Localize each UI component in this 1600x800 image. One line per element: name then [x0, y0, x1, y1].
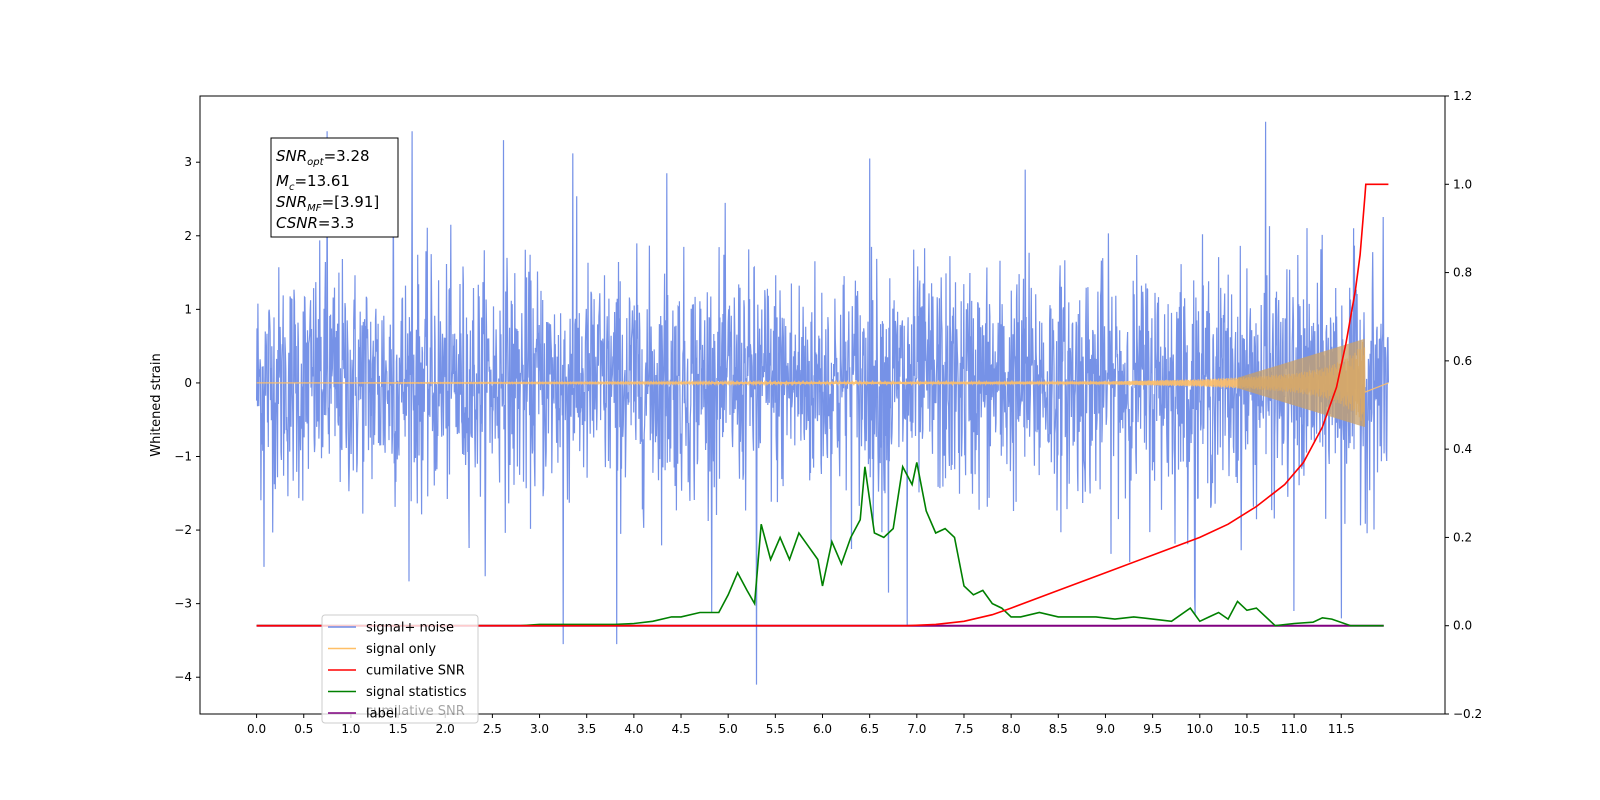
svg-text:SNRMF=[3.91]: SNRMF=[3.91]: [276, 193, 379, 214]
y-right-tick-label: 0.0: [1453, 619, 1472, 633]
x-tick-label: 11.0: [1281, 722, 1308, 736]
y-axis-right: 1.2 1.0 0.8 0.6 0.4 0.2 0.0 −0.2: [1445, 89, 1482, 721]
legend-frame: [321, 614, 479, 724]
x-tick-label: 3.0: [530, 722, 549, 736]
legend-entry-label: signal only: [366, 642, 436, 657]
legend: cumilative SNR signal+ noise signal only cu…: [321, 614, 479, 724]
x-axis: 0.0 0.5 1.0 1.5 2.0 2.5 3.0 3.5 4.0 4.5 5.0 5.5 6.0 6…: [247, 714, 1355, 736]
y-right-tick-label: 1.2: [1453, 89, 1472, 103]
y-left-tick-label: −3: [174, 597, 192, 611]
legend-entry-label: label: [366, 707, 397, 722]
y-right-tick-label: 0.4: [1453, 442, 1472, 456]
y-right-tick-label: 0.8: [1453, 266, 1472, 280]
x-tick-label: 2.5: [483, 722, 502, 736]
x-tick-label: 8.0: [1002, 722, 1021, 736]
x-tick-label: 5.0: [719, 722, 738, 736]
annotation-csnr: =3.3: [318, 214, 354, 232]
svg-text:SNRopt=3.28: SNRopt=3.28: [276, 147, 370, 168]
series-signal-only: [256, 341, 1389, 426]
y-axis-label: Whitened strain: [149, 353, 164, 456]
x-tick-label: 6.0: [813, 722, 832, 736]
annotation-snr-mf: =[3.91]: [322, 193, 380, 211]
series-signal-plus-noise: [256, 121, 1390, 685]
svg-text:CSNR=3.3: CSNR=3.3: [276, 214, 354, 232]
x-tick-label: 10.5: [1234, 722, 1261, 736]
series-cumulative-snr: [256, 183, 1389, 627]
x-tick-label: 0.0: [247, 722, 266, 736]
y-left-tick-label: −2: [174, 523, 192, 537]
x-tick-label: 2.0: [436, 722, 455, 736]
y-left-tick-label: −1: [174, 450, 192, 464]
x-tick-label: 11.5: [1328, 722, 1355, 736]
x-tick-label: 0.5: [294, 722, 313, 736]
x-tick-label: 7.5: [954, 722, 973, 736]
svg-text:Mc=13.61: Mc=13.61: [276, 172, 350, 193]
x-tick-label: 3.5: [577, 722, 596, 736]
y-right-tick-label: −0.2: [1453, 707, 1482, 721]
y-left-tick-label: 2: [184, 229, 192, 243]
x-tick-label: 9.0: [1096, 722, 1115, 736]
legend-entry-label: signal+ noise: [366, 621, 454, 636]
x-tick-label: 6.5: [860, 722, 879, 736]
x-tick-label: 4.0: [624, 722, 643, 736]
x-tick-label: 10.0: [1186, 722, 1213, 736]
y-left-tick-label: 0: [184, 376, 192, 390]
signal-only-chirp-fill: [1237, 338, 1365, 428]
legend-entry-label: cumilative SNR: [366, 664, 465, 679]
x-tick-label: 5.5: [766, 722, 785, 736]
annotation-box: SNRopt=3.28 Mc=13.61 SNRMF=[3.91] CSNR=3…: [270, 137, 399, 238]
y-axis-left: 3 2 1 0 −1 −2 −3 −4: [174, 155, 200, 684]
annotation-snr-opt: =3.28: [324, 147, 370, 165]
y-right-tick-label: 0.2: [1453, 530, 1472, 544]
y-left-tick-label: −4: [174, 670, 192, 684]
x-tick-label: 7.0: [907, 722, 926, 736]
y-right-tick-label: 0.6: [1453, 354, 1472, 368]
x-tick-label: 4.5: [671, 722, 690, 736]
legend-entry-label: signal statistics: [366, 685, 467, 700]
x-tick-label: 1.0: [341, 722, 360, 736]
x-tick-label: 9.5: [1143, 722, 1162, 736]
legend-occluded-text: cumilative SNR: [366, 704, 465, 719]
y-left-tick-label: 3: [184, 155, 192, 169]
x-tick-label: 8.5: [1049, 722, 1068, 736]
y-left-tick-label: 1: [184, 302, 192, 316]
x-tick-label: 1.5: [389, 722, 408, 736]
series-signal-statistics: [256, 462, 1384, 627]
annotation-mc: =13.61: [294, 172, 350, 190]
y-right-tick-label: 1.0: [1453, 177, 1472, 191]
